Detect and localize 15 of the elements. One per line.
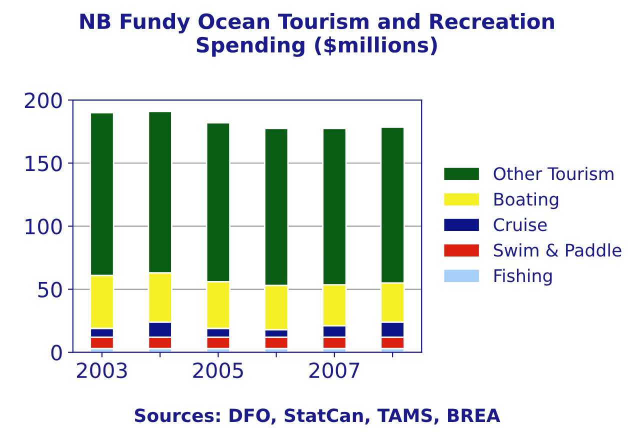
legend-label: Swim & Paddle [494,243,622,257]
y-tick-label: 150 [26,156,62,172]
legend-label: Fishing [494,268,552,286]
x-tick-label: 2007 [309,362,360,378]
x-tick-label: 2005 [193,362,243,378]
chart-title: NB Fundy Ocean Tourism and Recreation Spending ($millions) [80,13,554,57]
x-tick-label: 2003 [76,362,127,378]
source-note: Sources: DFO, StatCan, TAMS, BREA [134,408,500,425]
legend-label: Other Tourism [494,166,614,180]
legend-label: Cruise [494,218,547,232]
y-tick-label: 0 [51,344,62,361]
y-tick-label: 100 [26,218,62,234]
y-tick-label: 200 [24,92,62,108]
legend-label: Boating [494,192,558,210]
y-tick-label: 50 [38,282,62,298]
